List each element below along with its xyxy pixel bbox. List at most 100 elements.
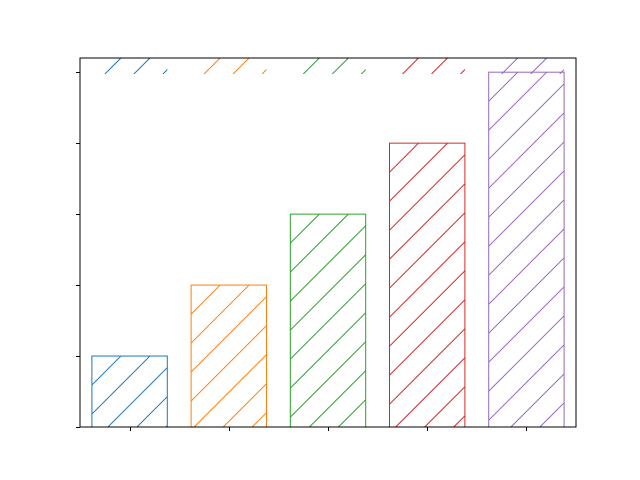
hatch-line [488, 112, 565, 189]
hatch-line [569, 72, 640, 427]
bar-3 [289, 213, 640, 428]
hatch-line [530, 58, 548, 74]
hatch-line [251, 411, 267, 428]
hatch-line [91, 356, 122, 386]
hatch-line [488, 83, 565, 160]
hatch-line [541, 214, 640, 427]
hatch-line [105, 72, 460, 427]
hatch-line [222, 382, 267, 428]
hatch-line [290, 341, 366, 418]
hatch-line [191, 285, 250, 344]
hatch-line [0, 356, 63, 427]
hatch-line [162, 68, 168, 74]
hatch-line [290, 214, 291, 215]
hatch-line [360, 68, 366, 74]
hatch-line [232, 58, 250, 74]
bar-3-hatch [290, 214, 640, 427]
legend-entry-1 [91, 58, 168, 74]
bar-5 [105, 71, 640, 428]
hatch-line [281, 285, 423, 427]
hatch-line [589, 58, 605, 74]
hatch-line [191, 295, 267, 373]
hatch-line [290, 214, 320, 244]
hatch-line [570, 143, 640, 427]
hatch-line [290, 312, 366, 389]
hatch-line [395, 357, 465, 427]
hatch-line [261, 68, 267, 74]
hatch-line [501, 58, 519, 74]
hatch-line [310, 285, 452, 427]
hatch-line [488, 72, 490, 73]
bar-3-outline [289, 213, 367, 428]
hatch-line [136, 395, 168, 427]
hatch-line [195, 356, 266, 427]
hatch-line [539, 402, 565, 427]
hatch-line [290, 58, 291, 59]
hatch-line [599, 143, 640, 427]
hatch-line [191, 324, 267, 402]
hatch-line [488, 286, 565, 363]
hatch-line [390, 58, 406, 74]
hatch-line [396, 214, 609, 427]
hatch-line [245, 58, 261, 74]
bars [0, 71, 640, 428]
hatch-line [91, 356, 151, 415]
bar-4 [389, 142, 640, 428]
hatch-line [426, 285, 568, 427]
axes [76, 57, 577, 431]
legend-swatch-5-hatch [488, 58, 605, 74]
bar-2-outline [190, 284, 267, 428]
hatch-line [331, 58, 349, 74]
legend-entry-3 [245, 58, 406, 74]
legend [91, 58, 605, 74]
hatch-line [598, 72, 640, 427]
hatch-line [490, 58, 506, 74]
hatch-line [389, 143, 448, 202]
hatch-line [133, 58, 151, 74]
hatch-line [453, 415, 465, 427]
hatch-line [627, 72, 640, 427]
hatch-line [389, 270, 465, 347]
hatch-line [389, 241, 465, 318]
hatch-line [339, 285, 481, 427]
hatch-line [488, 344, 565, 421]
bar-1-outline [91, 355, 168, 428]
hatch-line [191, 285, 221, 315]
hatch-line [107, 366, 168, 427]
legend-swatch-2-hatch [191, 58, 307, 74]
hatch-line [389, 143, 419, 173]
hatch-line [460, 68, 465, 74]
hatch-line [424, 386, 465, 427]
hatch-line [541, 143, 640, 427]
hatch-line [559, 68, 565, 74]
hatch-line [599, 214, 640, 427]
hatch-line [290, 283, 366, 360]
hatch-line [483, 214, 640, 427]
hatch-line [389, 299, 465, 376]
hatch-line [338, 399, 366, 427]
hatch-line [389, 183, 465, 260]
hatch-line [104, 58, 122, 74]
hatch-line [389, 154, 465, 231]
hatch-line [389, 212, 465, 289]
hatch-line [488, 58, 490, 59]
hatch-line [91, 356, 93, 357]
hatch-line [570, 214, 640, 427]
hatch-line [488, 141, 565, 218]
hatch-line [367, 214, 580, 427]
bar-1-hatch [0, 356, 295, 427]
bar-5-hatch [105, 72, 640, 427]
bar-2-hatch [191, 285, 568, 428]
hatch-line [191, 58, 192, 59]
hatch-line [628, 143, 640, 427]
legend-swatch-1-hatch [91, 58, 168, 74]
hatch-line [290, 254, 366, 331]
hatch-line [389, 58, 390, 59]
hatch-line [290, 214, 349, 273]
hatch-line [488, 228, 565, 305]
hatch-line [488, 170, 565, 247]
hatch-line [291, 58, 307, 74]
hatch-line [224, 356, 295, 427]
hatch-line [290, 225, 366, 302]
